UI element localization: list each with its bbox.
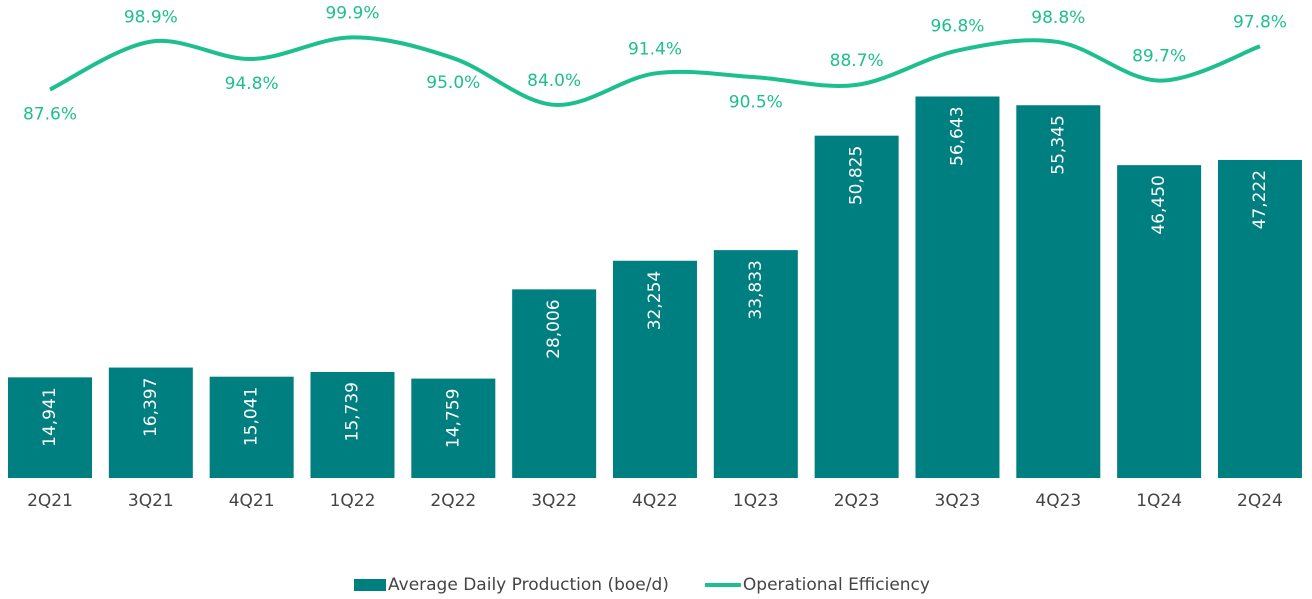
line-value-label: 97.8% xyxy=(1233,12,1287,32)
bar-value-label: 15,041 xyxy=(242,387,262,446)
line-value-label: 98.9% xyxy=(124,8,178,28)
legend-label: Operational Efficiency xyxy=(743,575,930,595)
x-tick-label: 1Q22 xyxy=(330,491,376,511)
line-value-label: 94.8% xyxy=(225,74,279,94)
line-value-label: 91.4% xyxy=(628,39,682,59)
x-tick-label: 3Q22 xyxy=(531,491,577,511)
line-value-label: 95.0% xyxy=(426,73,480,93)
bar xyxy=(209,376,294,478)
line xyxy=(49,35,1261,107)
bar xyxy=(612,260,697,478)
bar-value-label: 14,941 xyxy=(40,387,60,446)
line-value-label: 88.7% xyxy=(830,51,884,71)
x-tick-label: 3Q23 xyxy=(935,491,981,511)
bar xyxy=(411,378,496,478)
legend-label: Average Daily Production (boe/d) xyxy=(388,575,669,595)
bar-value-label: 56,643 xyxy=(947,106,967,165)
x-tick-label: 2Q21 xyxy=(27,491,73,511)
line-value-label: 84.0% xyxy=(527,71,581,91)
bar-value-label: 14,759 xyxy=(443,389,463,448)
bar xyxy=(1016,105,1101,479)
bar xyxy=(814,135,899,478)
x-tick-label: 4Q21 xyxy=(229,491,275,511)
bar xyxy=(713,250,798,478)
bar xyxy=(310,371,395,478)
x-tick-label: 3Q21 xyxy=(128,491,174,511)
bar-value-label: 16,397 xyxy=(141,378,161,437)
bar xyxy=(512,289,597,478)
x-tick-label: 1Q24 xyxy=(1136,491,1182,511)
bar-value-label: 15,739 xyxy=(342,382,362,441)
line-value-label: 87.6% xyxy=(23,105,77,125)
line-value-label: 98.8% xyxy=(1031,8,1085,28)
bar-value-label: 32,254 xyxy=(645,271,665,330)
x-tick-label: 2Q23 xyxy=(834,491,880,511)
bar xyxy=(915,96,1000,478)
line-value-label: 96.8% xyxy=(930,17,984,37)
bar-value-label: 55,345 xyxy=(1048,115,1068,174)
line-value-label: 99.9% xyxy=(325,3,379,23)
bar xyxy=(108,367,193,478)
bar-value-label: 50,825 xyxy=(847,146,867,205)
bar-value-label: 46,450 xyxy=(1149,175,1169,234)
x-tick-label: 2Q24 xyxy=(1237,491,1283,511)
bar-value-label: 47,222 xyxy=(1250,170,1270,229)
bar-value-label: 33,833 xyxy=(746,260,766,319)
bar xyxy=(1117,165,1202,479)
legend-swatch xyxy=(354,579,386,591)
x-tick-label: 4Q22 xyxy=(632,491,678,511)
x-tick-label: 4Q23 xyxy=(1035,491,1081,511)
x-tick-label: 1Q23 xyxy=(733,491,779,511)
bar xyxy=(1217,159,1302,479)
line-value-label: 89.7% xyxy=(1132,47,1186,67)
line-value-label: 90.5% xyxy=(729,92,783,112)
bar-value-label: 28,006 xyxy=(544,299,564,358)
x-tick-label: 2Q22 xyxy=(430,491,476,511)
bar xyxy=(8,377,92,478)
